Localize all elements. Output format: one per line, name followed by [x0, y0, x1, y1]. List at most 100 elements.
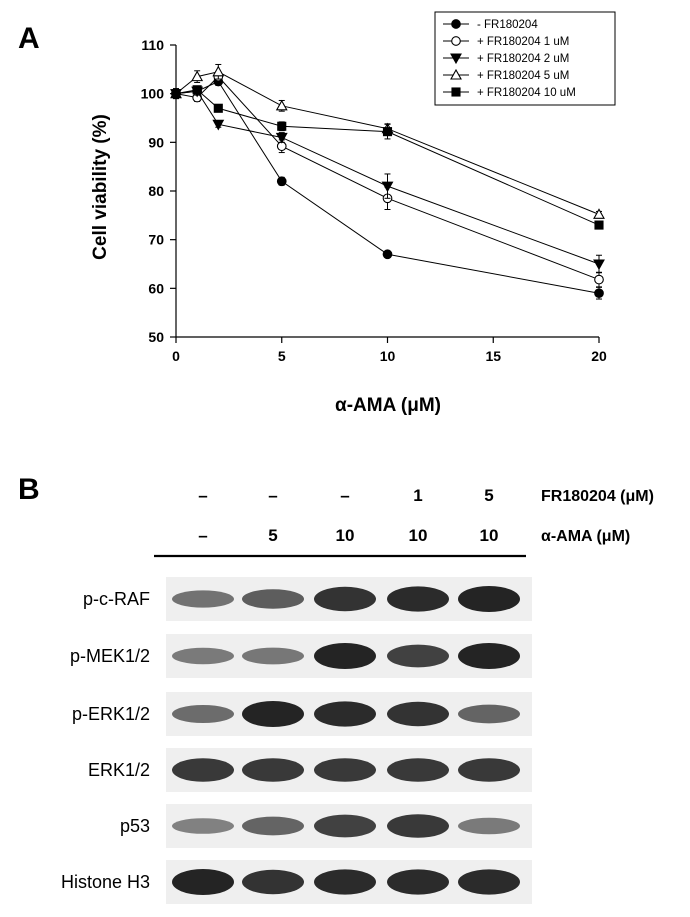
blot-band [314, 586, 376, 612]
blot-band [172, 869, 234, 895]
legend-label: + FR180204 5 uM [477, 70, 569, 82]
ama-treatment-label: 10 [409, 526, 428, 545]
blot-band [387, 701, 449, 727]
blot-band [458, 869, 520, 895]
data-point [594, 288, 604, 299]
blot-band [242, 589, 304, 609]
data-point [213, 103, 223, 113]
chart-axes: 50 60 70 80 90 100 110 0 5 10 15 20 [141, 37, 607, 364]
blot-band [314, 814, 376, 838]
blot-row: p-MEK1/2 [70, 634, 532, 678]
blot-band [458, 817, 520, 835]
panel-b-letter: B [18, 473, 40, 506]
line-chart: 50 60 70 80 90 100 110 0 5 10 15 20 - FR180204 + FR1… [90, 11, 616, 416]
data-point [593, 259, 605, 271]
panel-a-letter: A [18, 22, 40, 55]
y-tick-label: 60 [148, 280, 164, 296]
legend-label: + FR180204 2 uM [477, 53, 569, 65]
blot-band [458, 704, 520, 724]
y-tick-label: 50 [148, 329, 164, 345]
fr-treatment-label: 5 [484, 486, 493, 505]
data-point [191, 70, 204, 82]
blot-band [387, 869, 449, 895]
blot-band [172, 758, 234, 782]
blot-band [387, 586, 449, 612]
fr-treatment-label: – [198, 486, 207, 505]
blot-row: p-c-RAF [83, 577, 532, 621]
legend-marker [450, 68, 462, 80]
legend-label: + FR180204 10 uM [477, 87, 576, 99]
protein-label: p-c-RAF [83, 589, 150, 609]
series-layer [170, 63, 605, 300]
data-point [594, 220, 604, 230]
data-point [593, 208, 605, 219]
data-point [382, 127, 393, 137]
blot-band [242, 701, 304, 727]
legend-label: + FR180204 1 uM [477, 36, 569, 48]
legend: - FR180204 + FR180204 1 uM + FR180204 2 uM… [434, 11, 616, 106]
data-point [277, 121, 287, 131]
y-axis-label: Cell viability (%) [90, 114, 111, 260]
protein-label: ERK1/2 [88, 760, 150, 780]
data-point [276, 176, 287, 187]
blot-band [458, 643, 520, 669]
x-axis-label: α-AMA (μM) [335, 395, 441, 416]
blot-band [458, 758, 520, 782]
blot-band [387, 644, 449, 668]
legend-item: + FR180204 5 uM [443, 68, 569, 82]
blot-band [314, 701, 376, 727]
blot-band [242, 816, 304, 836]
x-tick-label: 20 [591, 348, 607, 364]
legend-marker [450, 53, 462, 65]
legend-item: + FR180204 2 uM [443, 53, 569, 65]
ama-header: α-AMA (μM) [541, 528, 630, 545]
y-tick-label: 70 [148, 232, 164, 248]
protein-label: p-MEK1/2 [70, 646, 150, 666]
legend-item: + FR180204 10 uM [443, 87, 576, 99]
data-point [212, 65, 225, 77]
blot-band [314, 643, 376, 669]
blot-band [458, 586, 520, 612]
series-5 [171, 85, 604, 230]
blot-band [314, 869, 376, 895]
ama-treatment-label: 10 [480, 526, 499, 545]
y-tick-label: 90 [148, 134, 164, 150]
data-point [381, 181, 394, 193]
blot-row: p53 [120, 804, 532, 848]
x-tick-label: 10 [380, 348, 396, 364]
legend-marker [451, 36, 461, 46]
protein-label: Histone H3 [61, 872, 150, 892]
blot-band [387, 814, 449, 838]
blot-band [172, 647, 234, 665]
data-point [192, 85, 202, 95]
legend-label: - FR180204 [477, 19, 538, 31]
data-point [171, 89, 181, 99]
fr-treatment-label: – [340, 486, 349, 505]
data-point [275, 132, 288, 144]
x-tick-label: 0 [172, 348, 180, 364]
blot-band [242, 869, 304, 895]
ama-treatment-label: – [198, 526, 207, 545]
blot-band [172, 818, 234, 834]
legend-item: + FR180204 1 uM [443, 36, 569, 48]
blot-band [242, 758, 304, 782]
fr-treatment-label: – [268, 486, 277, 505]
y-tick-label: 110 [141, 37, 164, 53]
data-point [275, 99, 288, 111]
series-3 [170, 86, 605, 274]
western-blot: – – – 5 – 10 1 10 5 10 FR180204 (μM) α-AMA (μM) p-c-… [61, 486, 654, 904]
data-point [594, 274, 604, 285]
blot-band [242, 647, 304, 665]
blot-band [172, 590, 234, 608]
x-tick-label: 15 [485, 348, 501, 364]
y-tick-label: 80 [148, 183, 164, 199]
x-tick-label: 5 [278, 348, 286, 364]
protein-label: p-ERK1/2 [72, 704, 150, 724]
blot-band [314, 758, 376, 782]
blot-row: p-ERK1/2 [72, 692, 532, 736]
ama-treatment-label: 5 [268, 526, 277, 545]
data-point [212, 119, 225, 131]
blot-band [172, 705, 234, 723]
blot-row: Histone H3 [61, 860, 532, 904]
